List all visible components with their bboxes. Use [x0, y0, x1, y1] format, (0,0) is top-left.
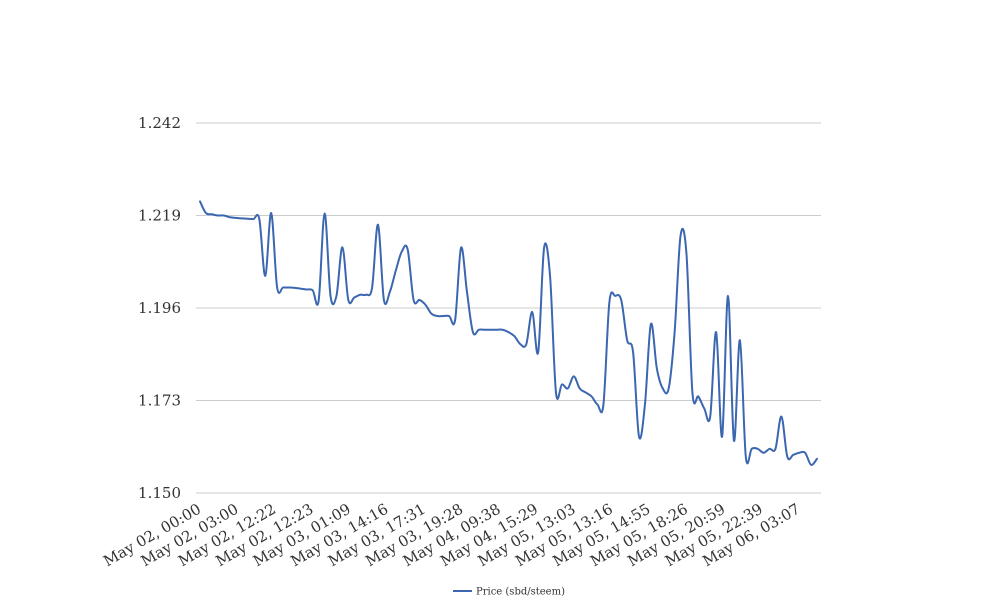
gridlines [196, 122, 821, 494]
legend-item-label[interactable]: Price (sbd/steem) [476, 587, 565, 598]
y-tick-label: 1.173 [138, 392, 181, 410]
y-tick-label: 1.196 [138, 299, 181, 317]
y-tick-label: 1.242 [138, 114, 181, 132]
series-line-0 [199, 200, 818, 466]
y-axis-tick-labels: 1.150 1.173 1.196 1.219 1.242 [138, 114, 181, 502]
legend[interactable]: Price (sbd/steem) [453, 587, 565, 598]
y-tick-label: 1.150 [138, 484, 181, 502]
y-tick-label: 1.219 [138, 207, 181, 225]
series-layer [199, 200, 818, 466]
